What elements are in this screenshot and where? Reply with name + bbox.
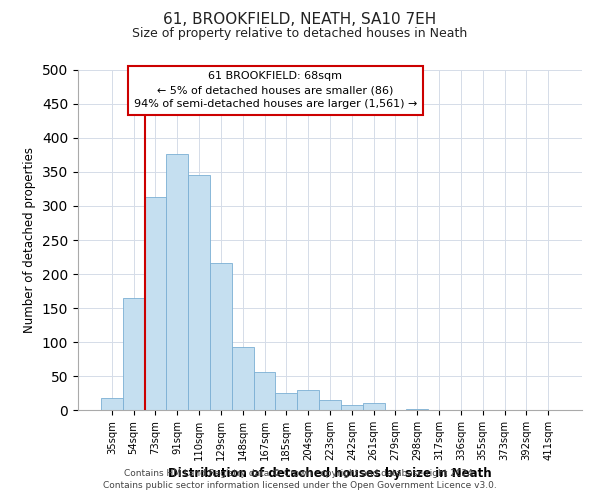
Text: 61 BROOKFIELD: 68sqm
← 5% of detached houses are smaller (86)
94% of semi-detach: 61 BROOKFIELD: 68sqm ← 5% of detached ho… — [134, 72, 417, 110]
Bar — [145, 197, 166, 410]
Y-axis label: Number of detached properties: Number of detached properties — [23, 147, 37, 333]
Bar — [275, 393, 297, 410]
Bar — [341, 405, 363, 410]
Bar — [319, 400, 341, 410]
Text: Contains HM Land Registry data © Crown copyright and database right 2024.
Contai: Contains HM Land Registry data © Crown c… — [103, 468, 497, 490]
Bar — [363, 403, 385, 410]
Text: 61, BROOKFIELD, NEATH, SA10 7EH: 61, BROOKFIELD, NEATH, SA10 7EH — [163, 12, 437, 28]
Bar — [232, 347, 254, 410]
Text: Size of property relative to detached houses in Neath: Size of property relative to detached ho… — [133, 28, 467, 40]
Bar — [123, 298, 145, 410]
X-axis label: Distribution of detached houses by size in Neath: Distribution of detached houses by size … — [168, 467, 492, 480]
Bar — [188, 174, 210, 410]
Bar — [210, 263, 232, 410]
Bar — [297, 390, 319, 410]
Bar — [166, 154, 188, 410]
Bar — [254, 372, 275, 410]
Bar — [101, 398, 123, 410]
